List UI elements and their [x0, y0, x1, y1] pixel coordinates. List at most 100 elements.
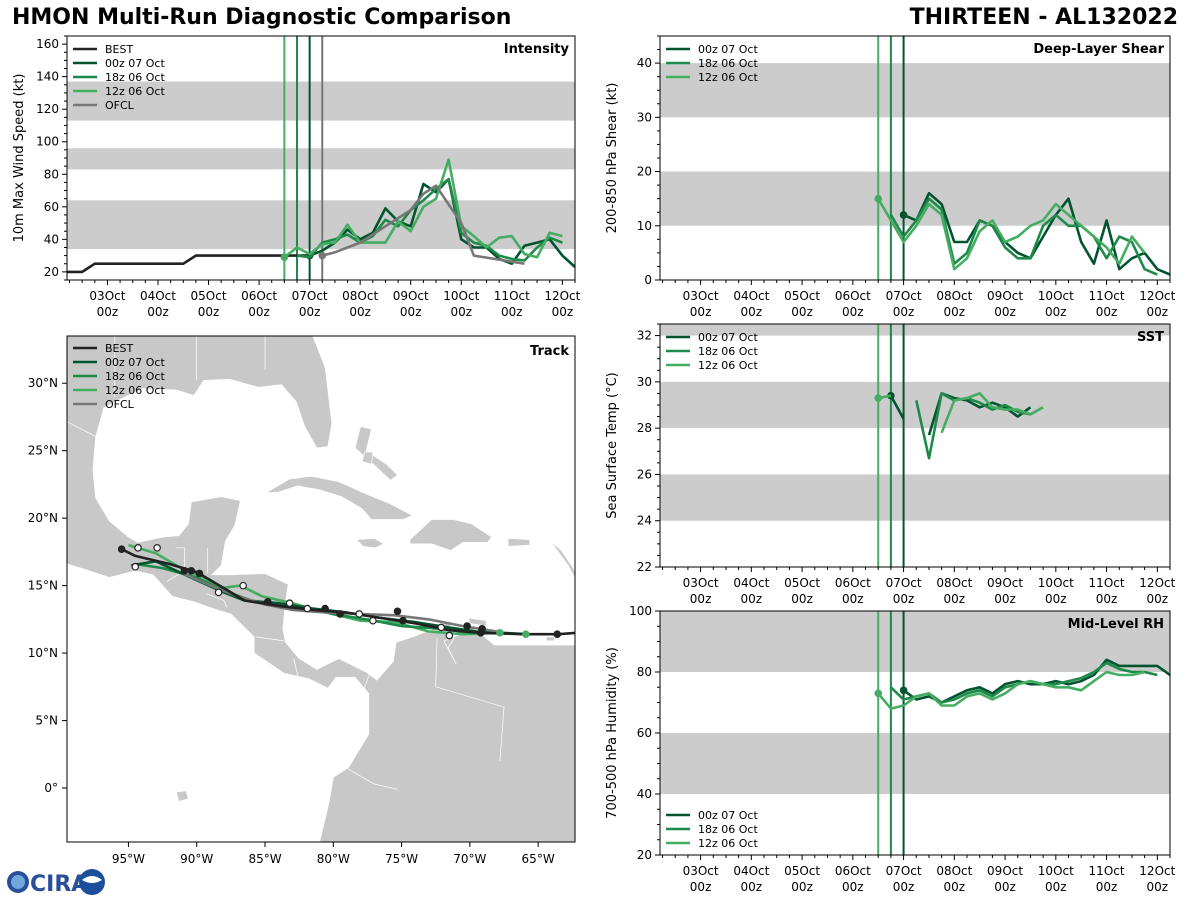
rh-series-start-marker: [874, 689, 883, 698]
rh-band-1: [660, 611, 1170, 672]
track-legend-label: 00z 07 Oct: [105, 356, 165, 369]
sst-plot-area: [660, 324, 1170, 567]
intensity-xtick-sublabel: 00z: [450, 305, 472, 319]
sst-xtick-label: 09Oct: [987, 576, 1023, 590]
track-position-marker: [195, 569, 204, 578]
shear-xtick-sublabel: 00z: [741, 305, 763, 319]
shear-xtick-sublabel: 00z: [1045, 305, 1067, 319]
shear-legend-label: 00z 07 Oct: [698, 43, 758, 56]
sst-xtick-label: 12Oct: [1139, 576, 1175, 590]
shear-ytick-label: 20: [637, 165, 652, 179]
rh-xtick-sublabel: 00z: [1096, 880, 1118, 894]
sst-xtick-sublabel: 00z: [690, 592, 712, 606]
intensity-legend-label: 12z 06 Oct: [105, 85, 165, 98]
rh-xtick-label: 10Oct: [1038, 864, 1074, 878]
rh-xtick-label: 06Oct: [835, 864, 871, 878]
country-border: [166, 547, 185, 582]
lesser-antilles: [550, 540, 575, 579]
shear-xtick-label: 12Oct: [1139, 289, 1175, 303]
sst-legend-label: 12z 06 Oct: [698, 359, 758, 372]
shear-xtick-sublabel: 00z: [1147, 305, 1169, 319]
rh-legend-label: 12z 06 Oct: [698, 837, 758, 850]
cira-logo: CIRA: [7, 869, 105, 897]
sst-frame: [659, 323, 1171, 568]
intensity-ytick-label: 160: [36, 37, 59, 51]
track-lat-tick-label: 0°: [44, 781, 58, 795]
sst-band-2: [660, 324, 1170, 336]
track-plot-area: [67, 336, 575, 842]
rh-series-00z-07-oct: [902, 658, 1170, 704]
country-border: [362, 671, 371, 692]
intensity-ytick-label: 100: [36, 135, 59, 149]
sst-xtick-sublabel: 00z: [994, 592, 1016, 606]
rh-xtick-sublabel: 00z: [893, 880, 915, 894]
track-lat-tick-label: 25°N: [28, 444, 58, 458]
rh-xtick-label: 12Oct: [1139, 864, 1175, 878]
sst-xtick-sublabel: 00z: [842, 592, 864, 606]
intensity-xtick-label: 08Oct: [342, 289, 378, 303]
shear-panel-title: Deep-Layer Shear: [1033, 42, 1164, 57]
shear-ytick-label: 30: [637, 110, 652, 124]
shear-legend-label: 12z 06 Oct: [698, 71, 758, 84]
track-legend-label: 18z 06 Oct: [105, 370, 165, 383]
shear-xtick-label: 07Oct: [886, 289, 922, 303]
shear-series-18z-06-oct: [889, 197, 1158, 276]
intensity-series-best: [67, 254, 310, 274]
sst-ytick-label: 28: [637, 421, 652, 435]
track-line-ofcl: [182, 572, 498, 633]
intensity-xtick-sublabel: 00z: [248, 305, 270, 319]
track-position-marker: [263, 598, 272, 606]
intensity-series-12z-06-oct: [283, 158, 563, 259]
bahamas-islands: [354, 425, 399, 481]
rh-series-start-marker: [899, 686, 908, 695]
intensity-xtick-sublabel: 00z: [400, 305, 422, 319]
shear-xtick-sublabel: 00z: [944, 305, 966, 319]
track-legend-label: 12z 06 Oct: [105, 384, 165, 397]
rh-xtick-sublabel: 00z: [994, 880, 1016, 894]
shear-xtick-sublabel: 00z: [842, 305, 864, 319]
track-lat-tick-label: 15°N: [28, 579, 58, 593]
rh-xtick-sublabel: 00z: [1147, 880, 1169, 894]
sst-xtick-sublabel: 00z: [1096, 592, 1118, 606]
track-position-marker: [134, 544, 142, 552]
track-lon-tick-label: 85°W: [248, 852, 281, 866]
logo-globe-inner-icon: [11, 875, 25, 889]
intensity-band-2: [67, 81, 575, 121]
sst-xtick-label: 10Oct: [1038, 576, 1074, 590]
puerto-rico-island: [507, 538, 531, 547]
shear-xtick-label: 10Oct: [1038, 289, 1074, 303]
intensity-xtick-sublabel: 00z: [299, 305, 321, 319]
intensity-legend-label: BEST: [105, 43, 133, 56]
track-lon-tick-label: 70°W: [453, 852, 486, 866]
rh-xtick-sublabel: 00z: [741, 880, 763, 894]
track-legend-label: OFCL: [105, 398, 135, 411]
rh-ytick-label: 20: [637, 848, 652, 862]
sst-xtick-label: 11Oct: [1089, 576, 1125, 590]
shear-xtick-sublabel: 00z: [893, 305, 915, 319]
track-position-marker: [393, 607, 402, 616]
track-frame: [66, 335, 576, 843]
track-position-marker: [131, 562, 140, 571]
rh-panel: 20 40 60 80 100 03Oct 00z 04Oct 00z 05Oct 00z 06Oct…: [605, 604, 1176, 894]
track-position-marker: [553, 630, 562, 639]
rh-xtick-sublabel: 00z: [1045, 880, 1067, 894]
shear-ytick-label: 10: [637, 219, 652, 233]
track-lat-tick-label: 10°N: [28, 646, 58, 660]
sst-legend-label: 00z 07 Oct: [698, 331, 758, 344]
intensity-xtick-label: 11Oct: [494, 289, 530, 303]
country-border: [206, 593, 228, 608]
track-position-marker: [180, 566, 189, 575]
galapagos-islands: [175, 790, 189, 802]
jamaica-island: [355, 538, 385, 549]
shear-series-00z-07-oct: [903, 191, 1170, 276]
country-border: [435, 638, 505, 762]
track-position-marker: [463, 622, 471, 630]
sst-xtick-label: 05Oct: [784, 576, 820, 590]
country-border: [293, 658, 299, 677]
storm-id: THIRTEEN - AL132022: [909, 5, 1178, 30]
sst-panel: 22 24 26 28 30 32 03Oct 00z 04Oct 00z 05Oct 00z 06Oc…: [605, 323, 1176, 606]
intensity-xtick-sublabel: 00z: [97, 305, 119, 319]
shear-series-12z-06-oct: [877, 198, 1146, 271]
intensity-plot-area: [67, 36, 575, 280]
